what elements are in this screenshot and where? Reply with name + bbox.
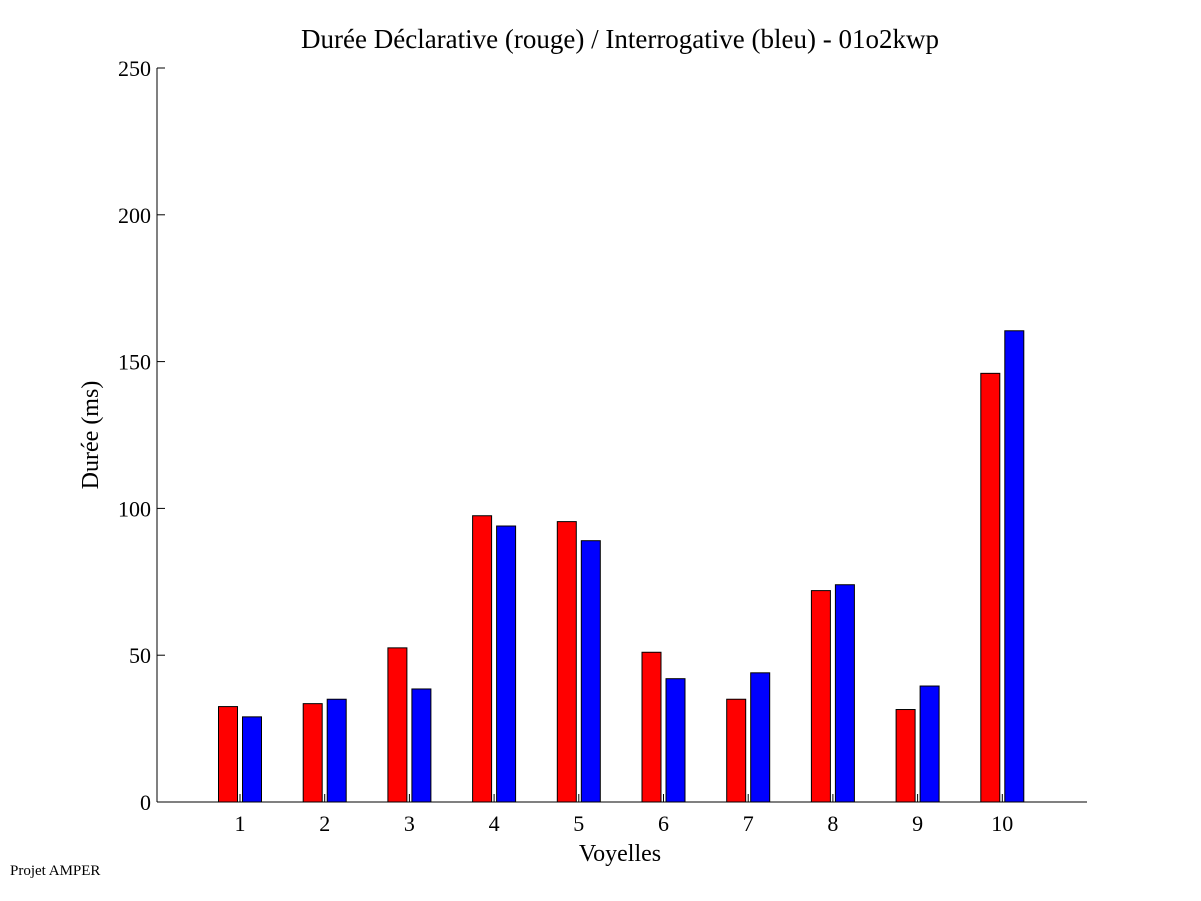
x-tick-label: 2 — [319, 811, 330, 836]
red-bar — [556, 521, 577, 803]
x-tick-label: 8 — [827, 811, 838, 836]
x-tick-label: 4 — [489, 811, 500, 836]
x-tick-label: 1 — [235, 811, 246, 836]
blue-bar — [834, 584, 855, 803]
red-bar — [387, 647, 408, 803]
red-bar — [726, 698, 747, 803]
blue-bar — [750, 672, 771, 803]
blue-bar — [326, 698, 347, 803]
y-tick-label: 150 — [118, 350, 151, 375]
red-bar — [980, 372, 1001, 803]
red-bar — [895, 709, 916, 803]
y-tick-label: 50 — [129, 643, 151, 668]
blue-bar — [665, 678, 686, 803]
footer-label: Projet AMPER — [10, 863, 101, 879]
blue-bar — [496, 525, 517, 803]
red-bar — [810, 590, 831, 803]
red-bar — [641, 651, 662, 803]
y-tick-label: 0 — [140, 790, 151, 815]
y-axis-label: Durée (ms) — [78, 381, 104, 490]
blue-bar — [919, 685, 940, 803]
chart-title: Durée Déclarative (rouge) / Interrogativ… — [301, 24, 939, 54]
y-tick-label: 100 — [118, 496, 151, 521]
x-tick-label: 10 — [991, 811, 1013, 836]
y-tick-label: 200 — [118, 203, 151, 228]
x-tick-label: 9 — [912, 811, 923, 836]
blue-bar — [1004, 330, 1025, 803]
red-bar — [472, 515, 493, 803]
blue-bar — [411, 688, 432, 803]
x-tick-label: 7 — [743, 811, 754, 836]
x-tick-label: 6 — [658, 811, 669, 836]
red-bar — [218, 706, 238, 803]
plot-area: 0 50 100 150 200 250 1 2 3 4 5 6 7 8 9 10 — [118, 56, 1087, 836]
x-tick-label: 3 — [404, 811, 415, 836]
blue-bar — [242, 716, 262, 803]
x-tick-label: 5 — [573, 811, 584, 836]
x-axis-label: Voyelles — [579, 841, 661, 867]
blue-bar — [580, 540, 601, 803]
y-tick-label: 250 — [118, 56, 151, 81]
red-bar — [302, 703, 323, 803]
